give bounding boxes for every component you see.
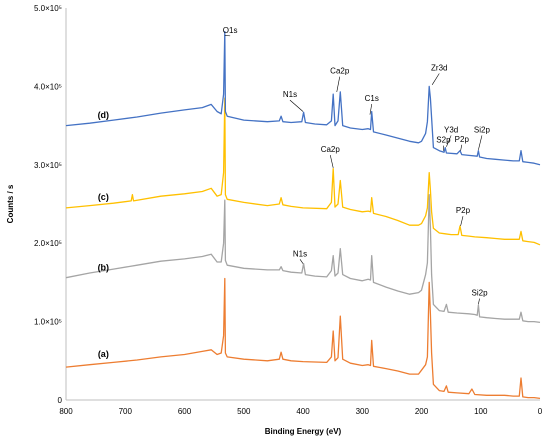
annotation-label-10: Ca2p [321,145,341,154]
plot-area: O1s N1s Ca2p C1s Zr3d Y3d S2p P2p Si2p Ca2p P2p N1s… [65,8,541,401]
series-line-2 [65,193,541,324]
annotation-label-8: P2p [455,135,470,144]
annotation-leader-11 [460,216,464,227]
x-tick-label-1: 800 [59,407,73,416]
annotation-label-11: P2p [456,206,471,215]
y-tick-label-4: 3.0×10⁵ [34,161,62,170]
x-tick-labels: 800 700 600 500 400 300 200 100 0 [59,407,542,416]
annotation-label-4: C1s [365,94,379,103]
y-tick-label-2: 1.0×10⁵ [34,318,62,327]
annotation-label-6: Y3d [444,125,458,134]
x-tick-label-3: 600 [178,407,192,416]
annotation-label-13: Si2p [472,289,489,298]
x-tick-label-8: 100 [474,407,488,416]
y-tick-label-5: 4.0×10⁵ [34,82,62,91]
annotation-leader-4 [369,104,373,115]
x-tick-label-7: 200 [415,407,429,416]
annotation-leader-6 [446,135,452,147]
y-axis-title: Counts / s [6,184,15,223]
series-line-4 [65,30,541,166]
y-tick-label-6: 5.0×10⁵ [34,4,62,13]
annotation-leader-9 [478,135,483,150]
annotation-leader-3 [336,76,341,92]
series-label-1: (d) [98,110,110,120]
x-axis-title: Binding Energy (eV) [265,427,342,436]
series-layer [65,30,541,400]
annotation-leader-5 [431,73,440,85]
annotation-label-9: Si2p [474,125,491,134]
annotation-leader-10 [329,154,334,169]
x-tick-label-6: 300 [356,407,370,416]
x-tick-label-4: 500 [237,407,251,416]
annotation-layer: O1s N1s Ca2p C1s Zr3d Y3d S2p P2p Si2p Ca2p P2p N1s… [223,26,491,305]
x-tick-label-5: 400 [296,407,310,416]
annotation-label-5: Zr3d [431,64,447,73]
annotation-leader-2 [289,99,304,112]
y-tick-label-1: 0 [58,396,63,405]
series-label-3: (b) [98,263,110,273]
annotation-leader-13 [478,298,480,305]
annotation-leader-12 [299,259,304,264]
series-label-2: (c) [98,192,109,202]
series-label-layer: (d) (c) (b) (a) [98,110,110,359]
annotation-label-12: N1s [293,249,307,258]
y-tick-label-3: 2.0×10⁵ [34,239,62,248]
annotation-label-3: Ca2p [330,67,350,76]
annotation-leader-8 [460,144,463,151]
x-tick-label-9: 0 [538,407,543,416]
series-line-3 [65,97,541,246]
annotation-label-7: S2p [436,136,451,145]
x-tick-label-2: 700 [119,407,133,416]
annotation-label-1: O1s [223,26,238,35]
annotation-label-2: N1s [283,90,297,99]
series-label-4: (a) [98,349,109,359]
series-line-1 [65,277,541,400]
y-tick-labels: 0 1.0×10⁵ 2.0×10⁵ 3.0×10⁵ 4.0×10⁵ 5.0×10⁵ [34,4,63,405]
